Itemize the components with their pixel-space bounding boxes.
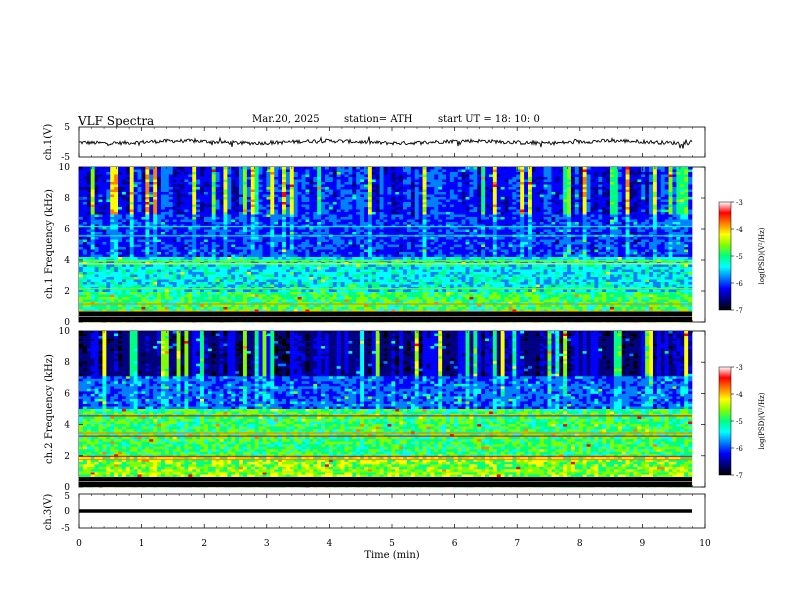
y-tick-label: 4 <box>64 421 70 431</box>
x-tick-label: 3 <box>264 539 270 549</box>
y-tick-label: 8 <box>64 194 70 204</box>
x-tick-label: 9 <box>640 539 646 549</box>
y-tick-label: 10 <box>59 163 71 173</box>
ch1-ytick-top: 5 <box>64 123 70 133</box>
colorbar-tick-label: -3 <box>736 199 743 207</box>
x-tick-label: 1 <box>139 539 145 549</box>
ch1-waveform-panel: 5 -5 ch.1(V) <box>43 123 705 163</box>
vlf-figure: 5 -5 ch.1(V) 0246810 ch.1 Frequency (kHz… <box>0 0 792 612</box>
colorbar-tick-label: -4 <box>736 391 743 399</box>
x-tick-label: 5 <box>389 539 395 549</box>
x-tick-label: 6 <box>452 539 458 549</box>
ch1-spectrogram-image <box>79 167 692 322</box>
ch3-ytick-bottom: -5 <box>61 524 70 534</box>
ch1-spec-ylabel: ch.1 Frequency (kHz) <box>44 189 55 299</box>
y-tick-label: 2 <box>64 287 70 297</box>
ch2-colorbar-label: log(PSD)(V²/Hz) <box>758 392 766 449</box>
colorbar-tick-label: -6 <box>736 280 743 288</box>
ch3-waveform-panel: 5 0 -5 ch.3(V) 0 1 2 3 4 5 6 7 8 9 10 Time (min) <box>43 492 711 561</box>
x-tick-label: 2 <box>201 539 207 549</box>
ch2-colorbar-tick-labels: -3 -4 -5 -6 -7 <box>731 364 743 480</box>
colorbar-tick-label: -7 <box>736 472 743 480</box>
ch2-spectrogram-image <box>79 331 692 487</box>
colorbar-tick-label: -3 <box>736 364 743 372</box>
ch1-ylabel: ch.1(V) <box>43 124 54 161</box>
colorbar-tick-label: -5 <box>736 253 743 261</box>
x-tick-label: 10 <box>699 539 711 549</box>
ch3-ylabel: ch.3(V) <box>43 494 54 531</box>
time-xtick-labels: 0 1 2 3 4 5 6 7 8 9 10 <box>76 539 711 549</box>
x-tick-label: 7 <box>514 539 520 549</box>
ch1-colorbar: -3 -4 -5 -6 -7 log(PSD)(V²/Hz) <box>719 199 766 315</box>
y-tick-label: 6 <box>64 225 70 235</box>
colorbar-tick-label: -4 <box>736 226 743 234</box>
x-tick-label: 0 <box>76 539 82 549</box>
y-tick-label: 2 <box>64 452 70 462</box>
time-xlabel: Time (min) <box>364 550 419 561</box>
ch3-ytick-mid: 0 <box>64 507 70 517</box>
x-tick-label: 4 <box>327 539 333 549</box>
ch2-colorbar: -3 -4 -5 -6 -7 log(PSD)(V²/Hz) <box>719 364 766 480</box>
ch3-ytick-top: 5 <box>64 492 70 502</box>
ch1-colorbar-tick-labels: -3 -4 -5 -6 -7 <box>731 199 743 315</box>
y-tick-label: 10 <box>59 327 71 337</box>
x-tick-label: 8 <box>577 539 583 549</box>
y-tick-label: 4 <box>64 256 70 266</box>
y-tick-label: 6 <box>64 389 70 399</box>
colorbar-tick-label: -5 <box>736 418 743 426</box>
y-tick-label: 8 <box>64 358 70 368</box>
colorbar-tick-label: -6 <box>736 445 743 453</box>
colorbar-tick-label: -7 <box>736 307 743 315</box>
ch1-ytick-bottom: -5 <box>61 153 70 163</box>
ch1-colorbar-label: log(PSD)(V²/Hz) <box>758 227 766 284</box>
ch2-spec-ylabel: ch.2 Frequency (kHz) <box>44 354 55 464</box>
